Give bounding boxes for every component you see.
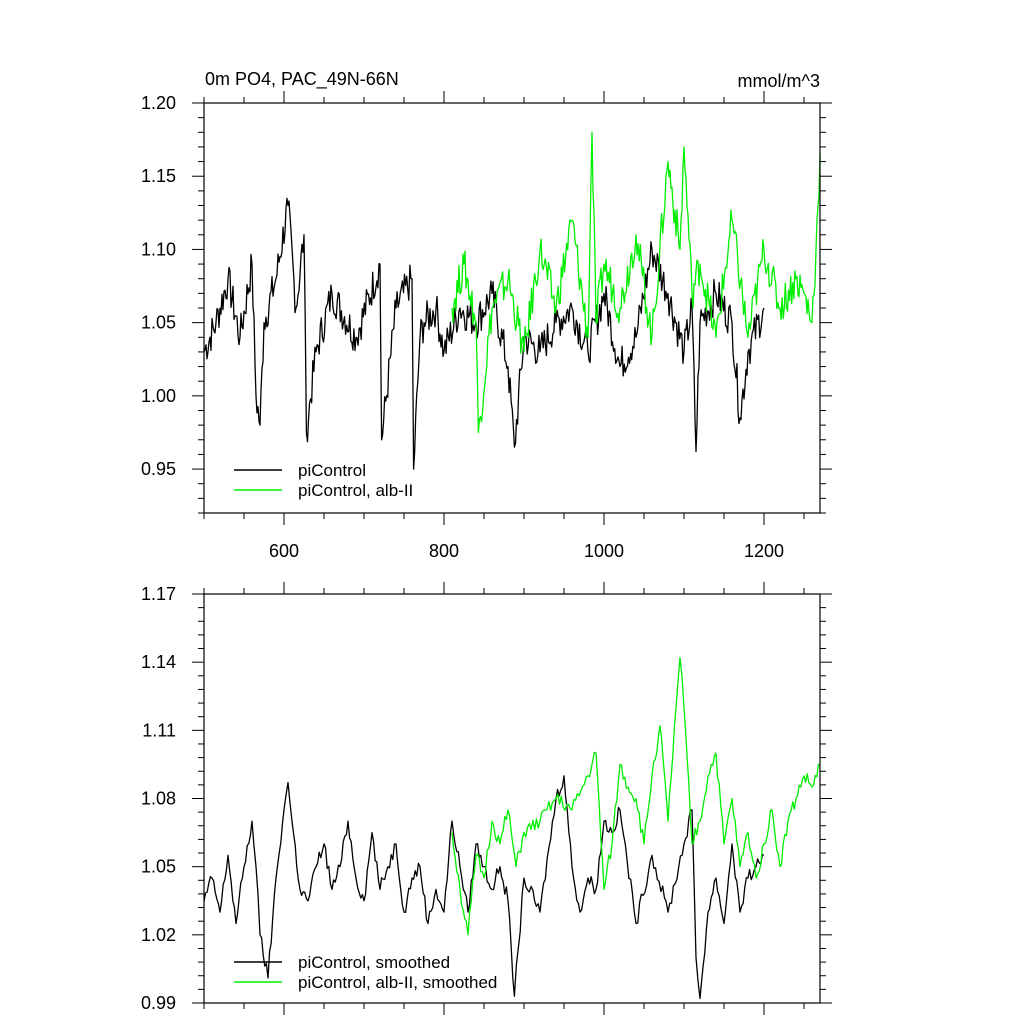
units-label: mmol/m^3 xyxy=(738,71,820,91)
y-tick-label: 1.08 xyxy=(141,789,176,809)
top-panel: 0m PO4, PAC_49N-66N mmol/m^3 600 800 1000 1… xyxy=(141,69,832,561)
y-tick-label: 1.05 xyxy=(141,313,176,333)
legend-label-picontrol: piControl xyxy=(298,461,366,480)
x-tick-label: 600 xyxy=(269,541,299,561)
y-tick-label: 1.05 xyxy=(141,857,176,877)
y-tick-label: 1.17 xyxy=(141,584,176,604)
series-line-picontrol-smoothed xyxy=(203,775,765,1000)
x-tick-label: 800 xyxy=(429,541,459,561)
y-tick-label: 1.02 xyxy=(141,925,176,945)
chart-title: 0m PO4, PAC_49N-66N xyxy=(205,69,399,90)
y-tick-label: 1.11 xyxy=(142,720,176,740)
x-tick-label: 1000 xyxy=(584,541,624,561)
series-line-picontrol xyxy=(203,197,765,470)
legend-label-picontrol-smoothed: piControl, smoothed xyxy=(298,953,450,972)
legend: piControl piControl, alb-II xyxy=(234,461,413,500)
series-line-picontrol-alb-ii xyxy=(451,131,821,434)
legend-label-alb-ii-smoothed: piControl, alb-II, smoothed xyxy=(298,973,497,992)
plot-frame xyxy=(203,593,821,1004)
y-tick-label: 1.10 xyxy=(141,239,176,259)
y-tick-label: 1.14 xyxy=(141,652,176,672)
y-tick-label: 1.00 xyxy=(141,386,176,406)
y-tick-label: 0.99 xyxy=(141,993,176,1013)
y-tick-label: 0.95 xyxy=(141,459,176,479)
y-tick-label: 1.20 xyxy=(141,93,176,113)
bottom-panel: 0.99 1.02 1.05 1.08 1.11 1.14 1.17 piControl, … xyxy=(141,582,832,1015)
legend: piControl, smoothed piControl, alb-II, s… xyxy=(234,953,497,992)
legend-label-alb-ii: piControl, alb-II xyxy=(298,481,413,500)
series-line-picontrol-alb-ii-smoothed xyxy=(451,656,820,936)
x-tick-label: 1200 xyxy=(744,541,784,561)
y-tick-label: 1.15 xyxy=(141,166,176,186)
